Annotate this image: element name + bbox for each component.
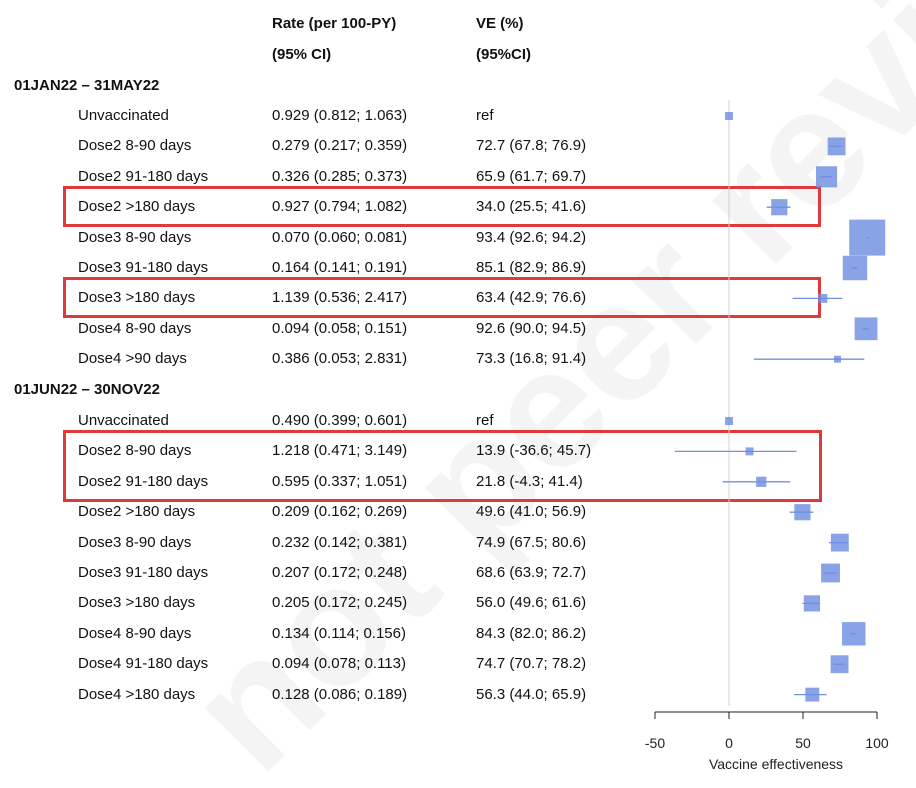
estimate-box (815, 166, 838, 188)
estimate-box (756, 476, 767, 487)
estimate-box (821, 563, 840, 583)
rate-value: 1.139 (0.536; 2.417) (272, 289, 408, 307)
rate-value: 0.070 (0.060; 0.081) (272, 228, 408, 246)
rate-value: 0.929 (0.812; 1.063) (272, 107, 408, 124)
rate-value: 0.164 (0.141; 0.191) (272, 259, 408, 276)
rate-value: 0.209 (0.162; 0.269) (272, 503, 408, 521)
estimate-box (830, 533, 849, 552)
ve-value: ref (476, 412, 494, 429)
ve-value: 56.3 (44.0; 65.9) (476, 685, 587, 703)
ve-value: 74.7 (70.7; 78.2) (476, 655, 587, 673)
estimate-box (745, 447, 754, 456)
estimate-box (725, 112, 733, 120)
ve-value: 93.4 (92.6; 94.2) (476, 228, 587, 246)
estimate-box (805, 687, 820, 702)
ve-header-line2: (95%CI) (476, 46, 532, 63)
rate-header-line2: (95% CI) (272, 46, 332, 63)
ve-header-line1: VE (%) (476, 15, 524, 32)
row-label: Dose2 >180 days (78, 503, 196, 521)
rate-value: 0.207 (0.172; 0.248) (272, 564, 408, 581)
estimate-box (849, 219, 886, 256)
rate-value: 0.094 (0.058; 0.151) (272, 319, 408, 337)
row-label: Dose2 91-180 days (78, 472, 209, 490)
row-label: Dose4 91-180 days (78, 655, 209, 673)
row-label: Unvaccinated (78, 107, 169, 124)
rate-value: 0.927 (0.794; 1.082) (272, 198, 408, 216)
estimate-box (827, 137, 846, 156)
highlight-box (63, 430, 822, 502)
row-label: Unvaccinated (78, 412, 169, 429)
row-label: Dose3 91-180 days (78, 564, 209, 581)
estimate-box (842, 622, 866, 646)
row-label: Dose4 >90 days (78, 350, 187, 368)
rate-value: 0.279 (0.217; 0.359) (272, 137, 408, 155)
row-label: Dose4 8-90 days (78, 319, 192, 337)
x-axis-label: Vaccine effectiveness (709, 756, 843, 772)
estimate-box (830, 655, 849, 674)
rate-value: 0.490 (0.399; 0.601) (272, 412, 408, 429)
rate-value: 1.218 (0.471; 3.149) (272, 442, 408, 460)
estimate-box (771, 199, 788, 216)
section-title-period-2: 01JUN22 – 30NOV22 (14, 381, 160, 398)
row-label: Dose2 8-90 days (78, 137, 192, 155)
rate-value: 0.386 (0.053; 2.831) (272, 350, 408, 368)
ve-value: 56.0 (49.6; 61.6) (476, 594, 587, 612)
rate-value: 0.326 (0.285; 0.373) (272, 167, 408, 185)
ve-value: 73.3 (16.8; 91.4) (476, 350, 587, 368)
estimate-box (794, 504, 811, 521)
ve-value: 68.6 (63.9; 72.7) (476, 564, 587, 581)
ve-value: 92.6 (90.0; 94.5) (476, 319, 587, 337)
ve-value: 65.9 (61.7; 69.7) (476, 167, 587, 185)
ve-value: 63.4 (42.9; 76.6) (476, 289, 587, 307)
rate-value: 0.595 (0.337; 1.051) (272, 472, 408, 490)
row-label: Dose4 8-90 days (78, 624, 192, 642)
x-tick-label: 50 (795, 735, 811, 751)
row-label: Dose3 >180 days (78, 594, 196, 612)
estimate-box (834, 355, 841, 363)
row-label: Dose3 >180 days (78, 289, 196, 307)
ve-value: 21.8 (-4.3; 41.4) (476, 472, 583, 490)
row-label: Dose3 91-180 days (78, 259, 209, 276)
estimate-box (803, 595, 820, 612)
rate-value: 0.205 (0.172; 0.245) (272, 594, 408, 612)
rate-value: 0.094 (0.078; 0.113) (272, 655, 406, 673)
row-label: Dose2 >180 days (78, 198, 196, 216)
ve-value: ref (476, 107, 494, 124)
row-label: Dose2 91-180 days (78, 167, 209, 185)
ve-value: 49.6 (41.0; 56.9) (476, 503, 587, 521)
x-tick-label: -50 (645, 735, 665, 751)
row-label: Dose4 >180 days (78, 685, 196, 703)
row-label: Dose3 8-90 days (78, 228, 192, 246)
ve-value: 34.0 (25.5; 41.6) (476, 198, 587, 216)
x-tick-label: 100 (865, 735, 889, 751)
section-title-period-1: 01JAN22 – 31MAY22 (14, 77, 160, 94)
ve-value: 72.7 (67.8; 76.9) (476, 137, 587, 155)
estimate-box (854, 317, 878, 341)
ve-value: 85.1 (82.9; 86.9) (476, 259, 587, 276)
estimate-box (725, 417, 733, 425)
ve-value: 74.9 (67.5; 80.6) (476, 533, 587, 551)
row-label: Dose2 8-90 days (78, 442, 192, 460)
rate-value: 0.128 (0.086; 0.189) (272, 685, 408, 703)
rate-value: 0.134 (0.114; 0.156) (272, 624, 406, 642)
x-tick-label: 0 (725, 735, 733, 751)
estimate-box (818, 293, 828, 303)
ve-value: 84.3 (82.0; 86.2) (476, 624, 587, 642)
estimate-box (842, 255, 868, 281)
rate-header-line1: Rate (per 100-PY) (272, 15, 397, 32)
highlight-box (63, 186, 821, 228)
rate-value: 0.232 (0.142; 0.381) (272, 533, 408, 551)
row-label: Dose3 8-90 days (78, 533, 192, 551)
ve-value: 13.9 (-36.6; 45.7) (476, 442, 592, 460)
